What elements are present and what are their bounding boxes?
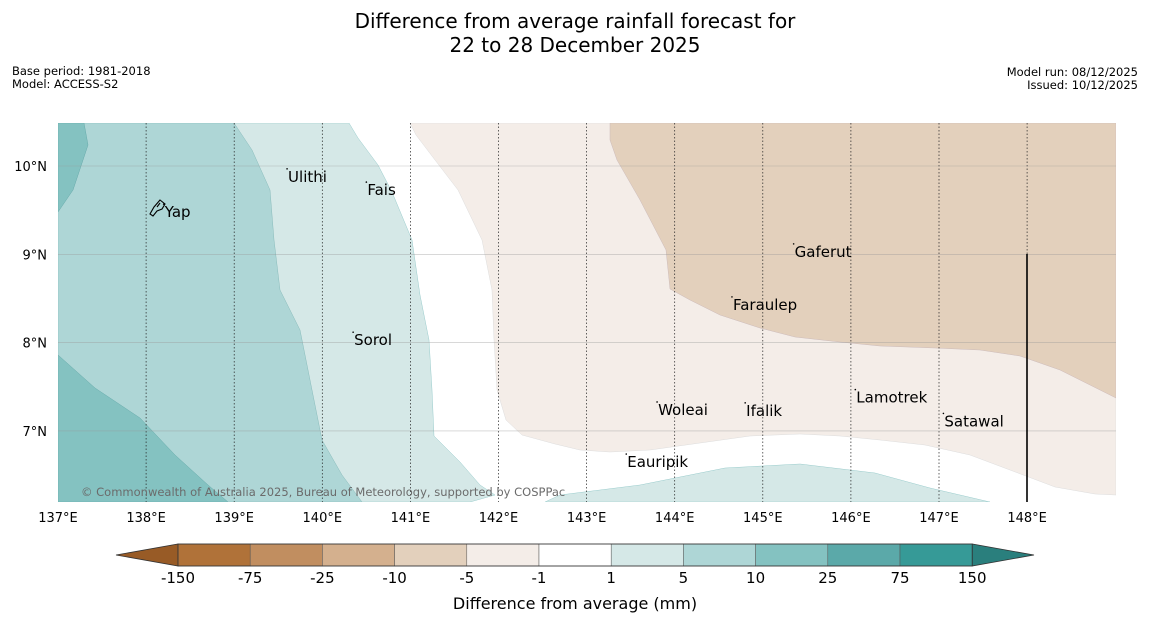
place-marker [854, 388, 857, 391]
colorbar-tick-label: -25 [310, 569, 335, 587]
colorbar-segment [394, 543, 468, 567]
colorbar-segment [755, 543, 829, 567]
longitude-label: 140°E [303, 511, 343, 526]
longitude-label: 146°E [831, 511, 871, 526]
colorbar-segment [249, 543, 323, 567]
place-marker [744, 402, 746, 404]
place-marker [792, 243, 795, 245]
region-1-to-5-southeast [544, 463, 991, 502]
colorbar-tick-label: 5 [679, 569, 689, 587]
colorbar-tick-label: 150 [958, 569, 987, 587]
place-label: Yap [164, 203, 191, 221]
longitude-label: 147°E [919, 511, 959, 526]
longitude-label: 145°E [743, 511, 783, 526]
longitude-label: 138°E [126, 511, 166, 526]
place-label: Fais [367, 181, 396, 199]
copyright-text: © Commonwealth of Australia 2025, Bureau… [81, 485, 565, 499]
region-minus5-to-minus10 [609, 123, 1116, 399]
colorbar-tick-label: -75 [238, 569, 263, 587]
colorbar-tick-label: -150 [161, 569, 195, 587]
longitude-label: 144°E [655, 511, 695, 526]
colorbar-segment [177, 543, 251, 567]
longitude-label: 142°E [479, 511, 519, 526]
colorbar-tick-label: -10 [382, 569, 407, 587]
place-marker [625, 453, 628, 455]
place-label: Gaferut [795, 243, 852, 261]
latitude-labels: 10°N 9°N 8°N 7°N [14, 160, 47, 440]
place-marker [352, 331, 354, 333]
place-marker [942, 412, 945, 415]
latitude-label: 9°N [23, 248, 48, 263]
title-line-2: 22 to 28 December 2025 [449, 33, 701, 57]
longitude-labels: 137°E 138°E 139°E 140°E 141°E 142°E 143°E 144°E… [38, 511, 1047, 526]
place-marker [162, 203, 165, 205]
colorbar-tick-label: 10 [746, 569, 765, 587]
meta-right: Model run: 08/12/2025 Issued: 10/12/2025 [1007, 66, 1138, 91]
colorbar: -150 -75 -25 -10 -5 -1 1 5 10 25 75 150 [115, 543, 1035, 587]
place-labels: Ulithi Fais Yap Gaferut Faraulep Sorol Lamotre… [162, 168, 1004, 471]
base-period: Base period: 1981-2018 [12, 64, 151, 78]
place-label: Eauripik [627, 453, 688, 471]
latitude-label: 10°N [14, 160, 47, 175]
place-marker [365, 181, 368, 183]
colorbar-tick-label: -5 [459, 569, 474, 587]
place-label: Woleai [658, 401, 708, 419]
colorbar-segment [538, 543, 612, 567]
yap-island-outline [149, 199, 166, 217]
place-label: Faraulep [733, 296, 797, 314]
title-line-1: Difference from average rainfall forecas… [354, 9, 796, 33]
place-marker [286, 168, 288, 170]
region-10-to-25-north [58, 123, 89, 213]
colorbar-max-arrow [971, 543, 1035, 567]
colorbar-segment [683, 543, 756, 567]
place-label: Lamotrek [856, 389, 927, 407]
meta-left: Base period: 1981-2018 Model: ACCESS-S2 [12, 65, 151, 90]
longitude-label: 137°E [38, 511, 78, 526]
colorbar-segment [610, 543, 684, 567]
colorbar-segment [322, 543, 395, 567]
longitude-label: 148°E [1007, 511, 1047, 526]
latitude-label: 8°N [23, 337, 48, 352]
place-label: Satawal [944, 412, 1003, 430]
rainfall-map [58, 123, 1116, 502]
region-10-to-25-south [58, 354, 229, 502]
colorbar-tick-label: 75 [890, 569, 909, 587]
place-label: Ulithi [288, 168, 327, 186]
longitude-label: 143°E [567, 511, 607, 526]
map-gridlines [58, 123, 1116, 502]
colorbar-outline [177, 543, 973, 567]
colorbar-label: Difference from average (mm) [452, 594, 698, 613]
place-marker [731, 296, 733, 298]
colorbar-segment [466, 543, 540, 567]
issued-date: Issued: 10/12/2025 [1027, 77, 1138, 92]
colorbar-tick-label: 25 [818, 569, 837, 587]
model-name: Model: ACCESS-S2 [12, 76, 119, 91]
colorbar-min-arrow [115, 543, 179, 567]
longitude-label: 141°E [391, 511, 431, 526]
model-run: Model run: 08/12/2025 [1006, 65, 1138, 79]
place-label: Ifalik [746, 402, 782, 420]
region-5-to-10 [58, 123, 363, 502]
latitude-label: 7°N [23, 425, 48, 440]
place-label: Sorol [354, 331, 392, 349]
colorbar-segment [827, 543, 901, 567]
map-title: Difference from average rainfall forecas… [0, 9, 1150, 57]
place-marker [656, 401, 658, 403]
colorbar-segment [899, 543, 973, 567]
longitude-label: 139°E [214, 511, 254, 526]
colorbar-tick-label: 1 [606, 569, 616, 587]
colorbar-tick-label: -1 [532, 569, 547, 587]
